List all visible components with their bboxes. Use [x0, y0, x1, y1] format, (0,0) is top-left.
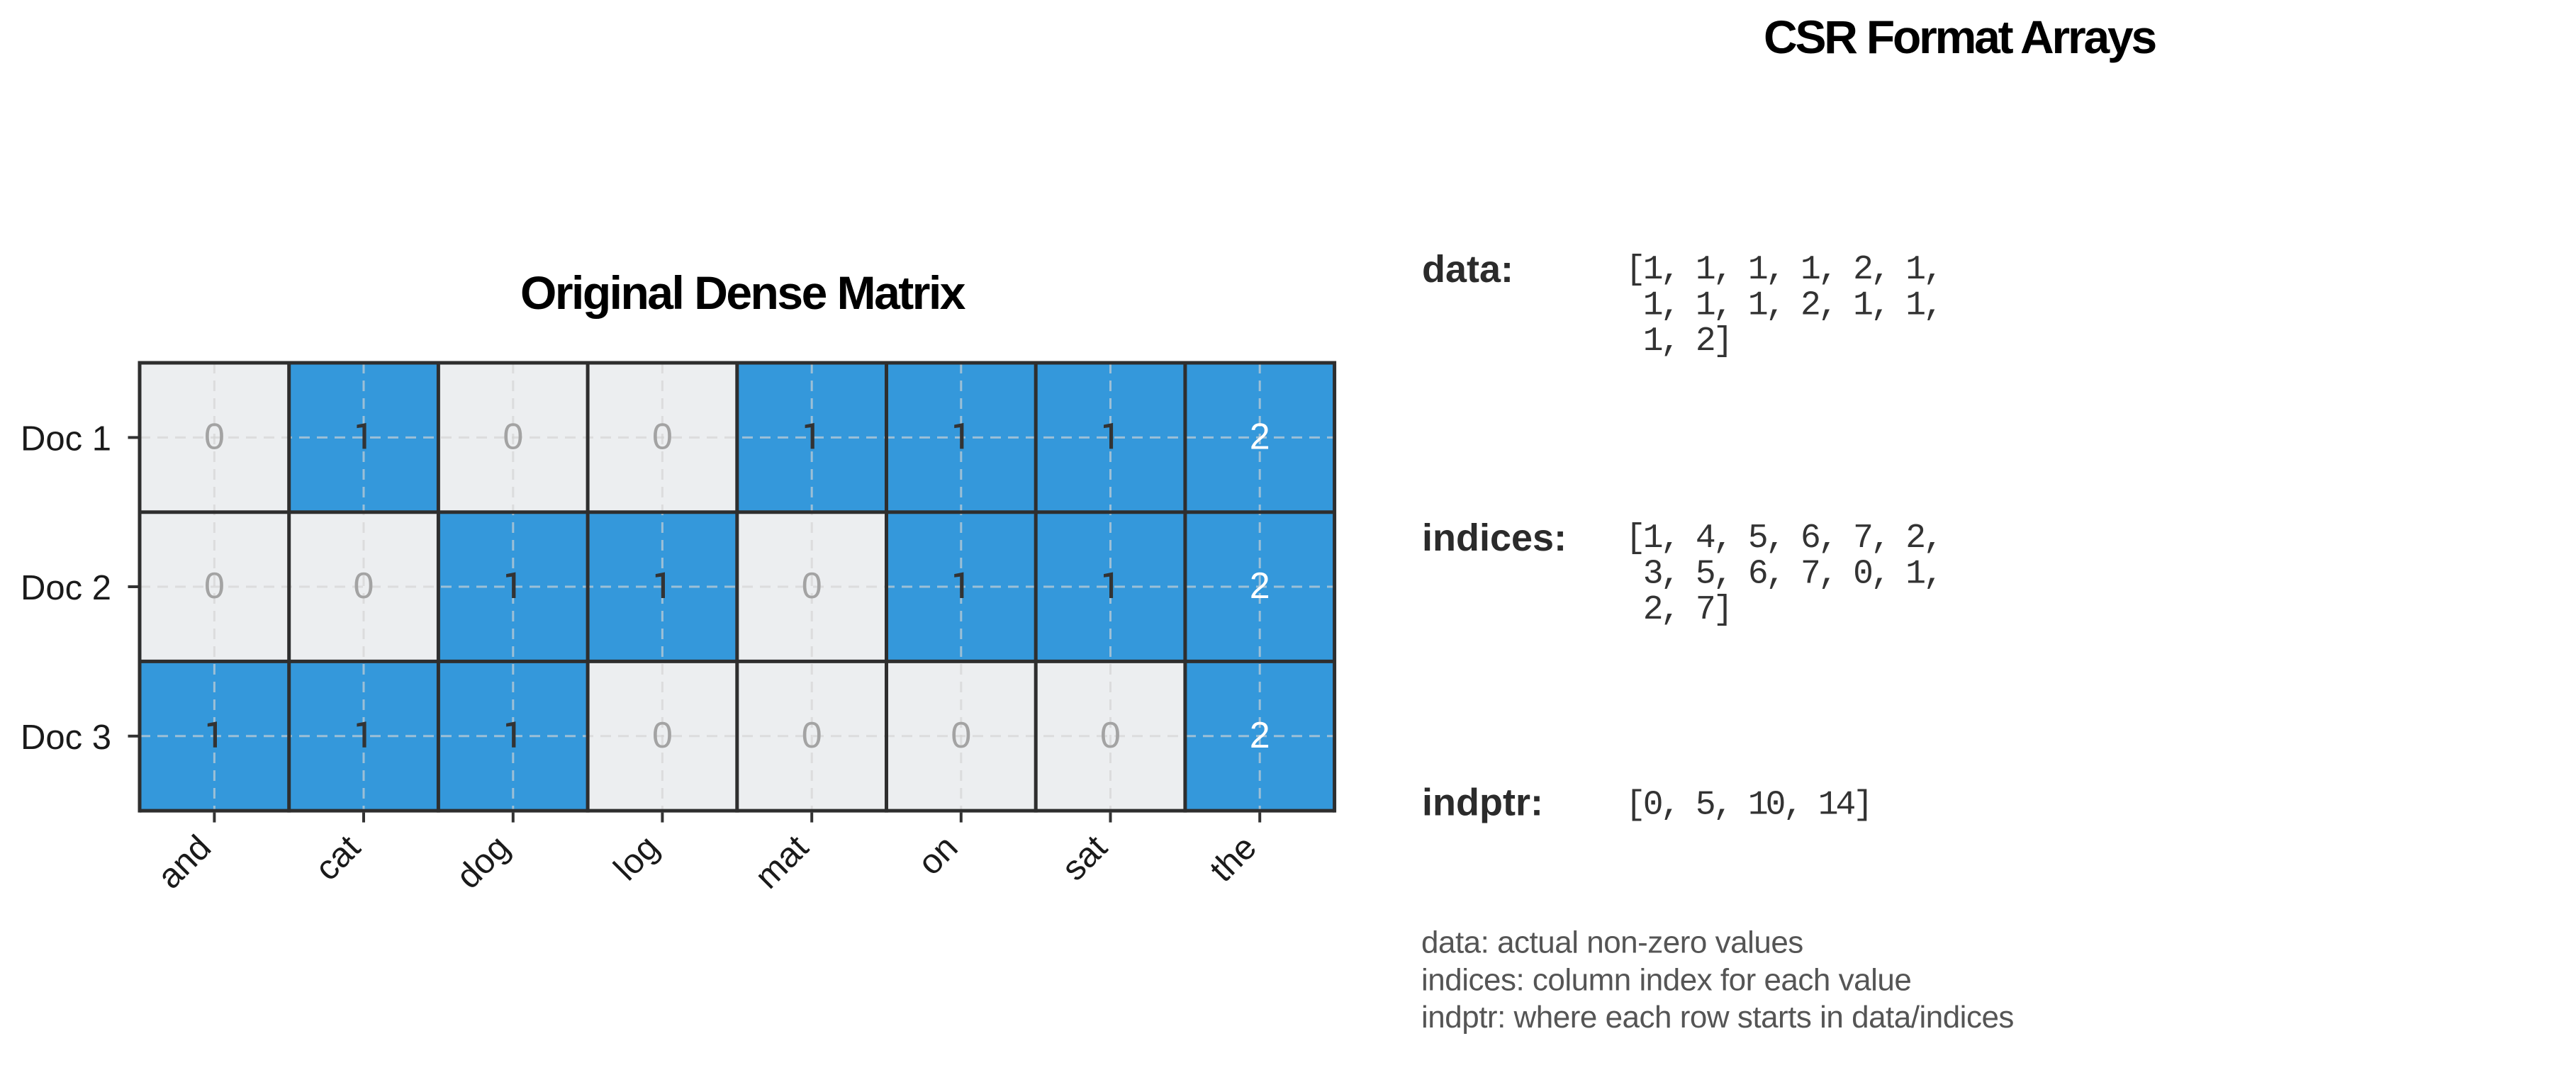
svg-text:0: 0 [951, 715, 971, 756]
svg-text:0: 0 [652, 416, 673, 457]
svg-text:0: 0 [1100, 715, 1121, 756]
svg-text:[0, 5, 10, 14]: [0, 5, 10, 14] [1625, 787, 1871, 825]
svg-text:indices: column index for each: indices: column index for each value [1421, 962, 1911, 997]
svg-text:2: 2 [1250, 715, 1270, 756]
svg-text:Doc 3: Doc 3 [21, 719, 111, 757]
svg-text:2: 2 [1250, 565, 1270, 607]
svg-text:3, 5, 6, 7, 0, 1,: 3, 5, 6, 7, 0, 1, [1625, 556, 1941, 594]
svg-text:1, 2]: 1, 2] [1625, 322, 1730, 361]
svg-text:Doc 1: Doc 1 [21, 419, 111, 458]
svg-text:data: actual non-zero values: data: actual non-zero values [1421, 925, 1803, 960]
svg-text:data:: data: [1422, 248, 1513, 291]
svg-text:[1, 4, 5, 6, 7, 2,: [1, 4, 5, 6, 7, 2, [1625, 519, 1941, 558]
svg-text:CSR Format Arrays: CSR Format Arrays [1764, 11, 2156, 63]
svg-text:[1, 1, 1, 1, 2, 1,: [1, 1, 1, 1, 2, 1, [1625, 251, 1941, 289]
svg-text:2, 7]: 2, 7] [1625, 591, 1730, 629]
svg-text:1, 1, 1, 2, 1, 1,: 1, 1, 1, 2, 1, 1, [1625, 287, 1941, 325]
svg-text:0: 0 [503, 416, 523, 457]
svg-text:0: 0 [802, 565, 822, 607]
svg-text:Original Dense Matrix: Original Dense Matrix [520, 266, 966, 319]
svg-text:0: 0 [204, 565, 225, 607]
svg-text:Doc 2: Doc 2 [21, 569, 111, 607]
svg-text:0: 0 [652, 715, 673, 756]
svg-text:indptr:: indptr: [1422, 782, 1543, 824]
svg-text:2: 2 [1250, 416, 1270, 457]
svg-text:0: 0 [354, 565, 374, 607]
svg-text:indptr: where each row starts: indptr: where each row starts in data/in… [1421, 1000, 2014, 1035]
svg-text:indices:: indices: [1422, 517, 1567, 559]
svg-text:0: 0 [204, 416, 225, 457]
svg-text:0: 0 [802, 715, 822, 756]
